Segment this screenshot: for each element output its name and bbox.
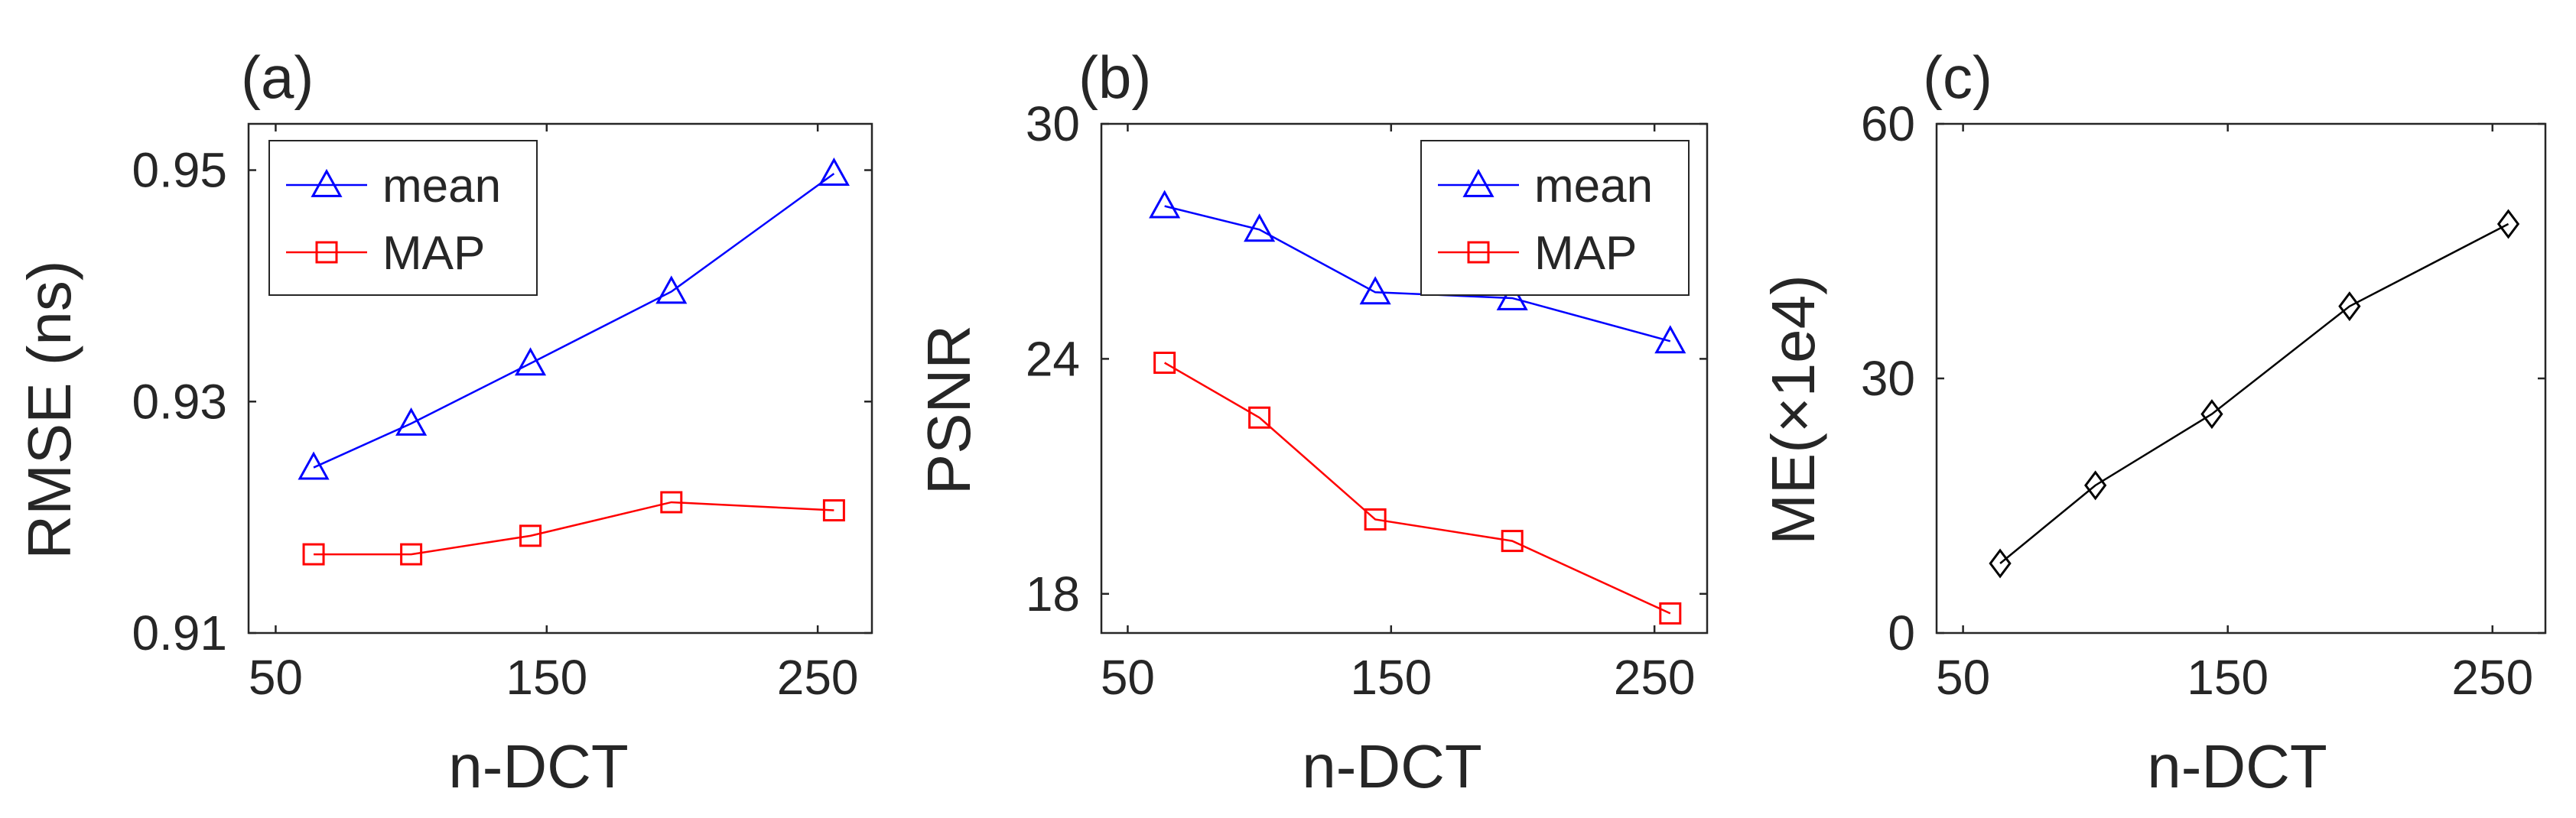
panel-0-legend-marker-mean — [311, 168, 343, 197]
panel-2-ytick-label: 30 — [1861, 351, 1915, 406]
panel-1-legend-marker-mean — [1462, 168, 1495, 197]
panel-0-xtick-label: 150 — [506, 650, 587, 705]
panel-0-series-map-point — [302, 543, 325, 566]
panel-0-ytick-label: 0.95 — [132, 143, 227, 198]
panel-0-ytick-label: 0.91 — [132, 605, 227, 661]
panel-a: (a) RMSE (ns) n-DCT 50 150 250 0.91 0.93 0.95… — [15, 44, 873, 800]
panel-0-series-mean-point — [655, 275, 688, 304]
panel-1-series-map-line — [1164, 362, 1671, 615]
panel-1-xtick-label: 150 — [1350, 650, 1432, 705]
panel-1-legend-label-mean: mean — [1534, 160, 1653, 213]
panel-1-axes-box — [1100, 122, 1709, 635]
panel-0-legend-label-map: MAP — [382, 227, 485, 280]
panel-0-legend-marker-map — [315, 241, 338, 264]
panel-1-series-map-point — [1659, 602, 1682, 625]
panel-2-xtick-label: 50 — [1936, 650, 1990, 705]
panel-0-ytick-label: 0.93 — [132, 374, 227, 429]
panel-2-series-me-point — [2084, 470, 2107, 501]
panel-1-series-mean-line — [1164, 205, 1671, 342]
panel-c-label: (c) — [1923, 44, 1992, 111]
panel-1-ytick-label: 18 — [1026, 566, 1080, 622]
panel-1-series-mean-point — [1654, 325, 1686, 354]
panel-1-series-map-point — [1248, 406, 1271, 429]
panel-1-ytick-label: 24 — [1026, 331, 1080, 386]
panel-0-xtick-label: 250 — [777, 650, 859, 705]
panel-1-xtick-label: 250 — [1614, 650, 1696, 705]
panel-c-ylabel: ME(×1e4) — [1759, 274, 1827, 544]
panel-b-label: (b) — [1078, 44, 1151, 111]
panel-2-series-me-point — [1989, 548, 2012, 579]
panel-2-xtick-label: 250 — [2451, 650, 2533, 705]
panel-0-series-map-point — [519, 524, 542, 547]
panel-0-series-map-line — [314, 501, 834, 556]
panel-0-series-mean-point — [298, 451, 330, 480]
panel-a-xlabel: n-DCT — [448, 732, 629, 800]
panel-1-series-map-point — [1501, 530, 1524, 553]
panel-a-ylabel: RMSE (ns) — [15, 260, 83, 559]
panel-a-label: (a) — [241, 44, 314, 111]
panel-1-series-mean-point — [1244, 213, 1276, 242]
panel-1-xtick-label: 50 — [1101, 650, 1155, 705]
panel-2-xtick-label: 150 — [2187, 650, 2269, 705]
panel-c: (c) ME(×1e4) n-DCT 50 150 250 0 30 60 — [1759, 44, 2547, 800]
panel-2-series-me-point — [2200, 399, 2223, 430]
panel-0-series-mean-point — [514, 347, 547, 376]
panel-1-legend-box — [1420, 140, 1690, 296]
panel-1-series-mean-point — [1149, 190, 1181, 219]
panel-2-series-me-line — [1999, 222, 2509, 564]
panel-c-xlabel: n-DCT — [2147, 732, 2327, 800]
panel-0-series-mean-point — [818, 157, 850, 186]
panel-1-ytick-label: 30 — [1026, 96, 1080, 151]
panel-b-ylabel: PSNR — [915, 325, 983, 495]
panel-1-legend-marker-map — [1467, 241, 1490, 264]
panel-b-xlabel: n-DCT — [1302, 732, 1482, 800]
panel-1-legend-label-map: MAP — [1534, 227, 1637, 280]
panel-0-series-mean-point — [395, 407, 428, 436]
panel-1-series-map-point — [1153, 352, 1176, 375]
panel-0-legend-box — [268, 140, 538, 296]
panel-0-legend-label-mean: mean — [382, 160, 501, 213]
panel-2-series-me-point — [2338, 291, 2361, 322]
panel-2-ytick-label: 60 — [1861, 96, 1915, 151]
panel-0-xtick-label: 50 — [249, 650, 303, 705]
panel-2-series-me-point — [2496, 209, 2520, 239]
panel-1-series-mean-point — [1496, 281, 1528, 310]
panel-0-series-map-point — [400, 543, 423, 566]
panel-0-series-map-point — [822, 499, 845, 522]
panel-0-axes-box — [247, 122, 873, 635]
panel-1-series-mean-point — [1359, 276, 1391, 305]
panel-1-series-map-point — [1364, 508, 1387, 531]
panel-2-ytick-label: 0 — [1888, 605, 1915, 661]
panel-0-series-mean-line — [313, 173, 835, 469]
panel-2-axes-box — [1935, 122, 2547, 635]
panel-0-series-map-point — [660, 491, 683, 514]
panel-b: (b) PSNR n-DCT 50 150 250 18 24 30 mean MAP — [915, 44, 1709, 800]
